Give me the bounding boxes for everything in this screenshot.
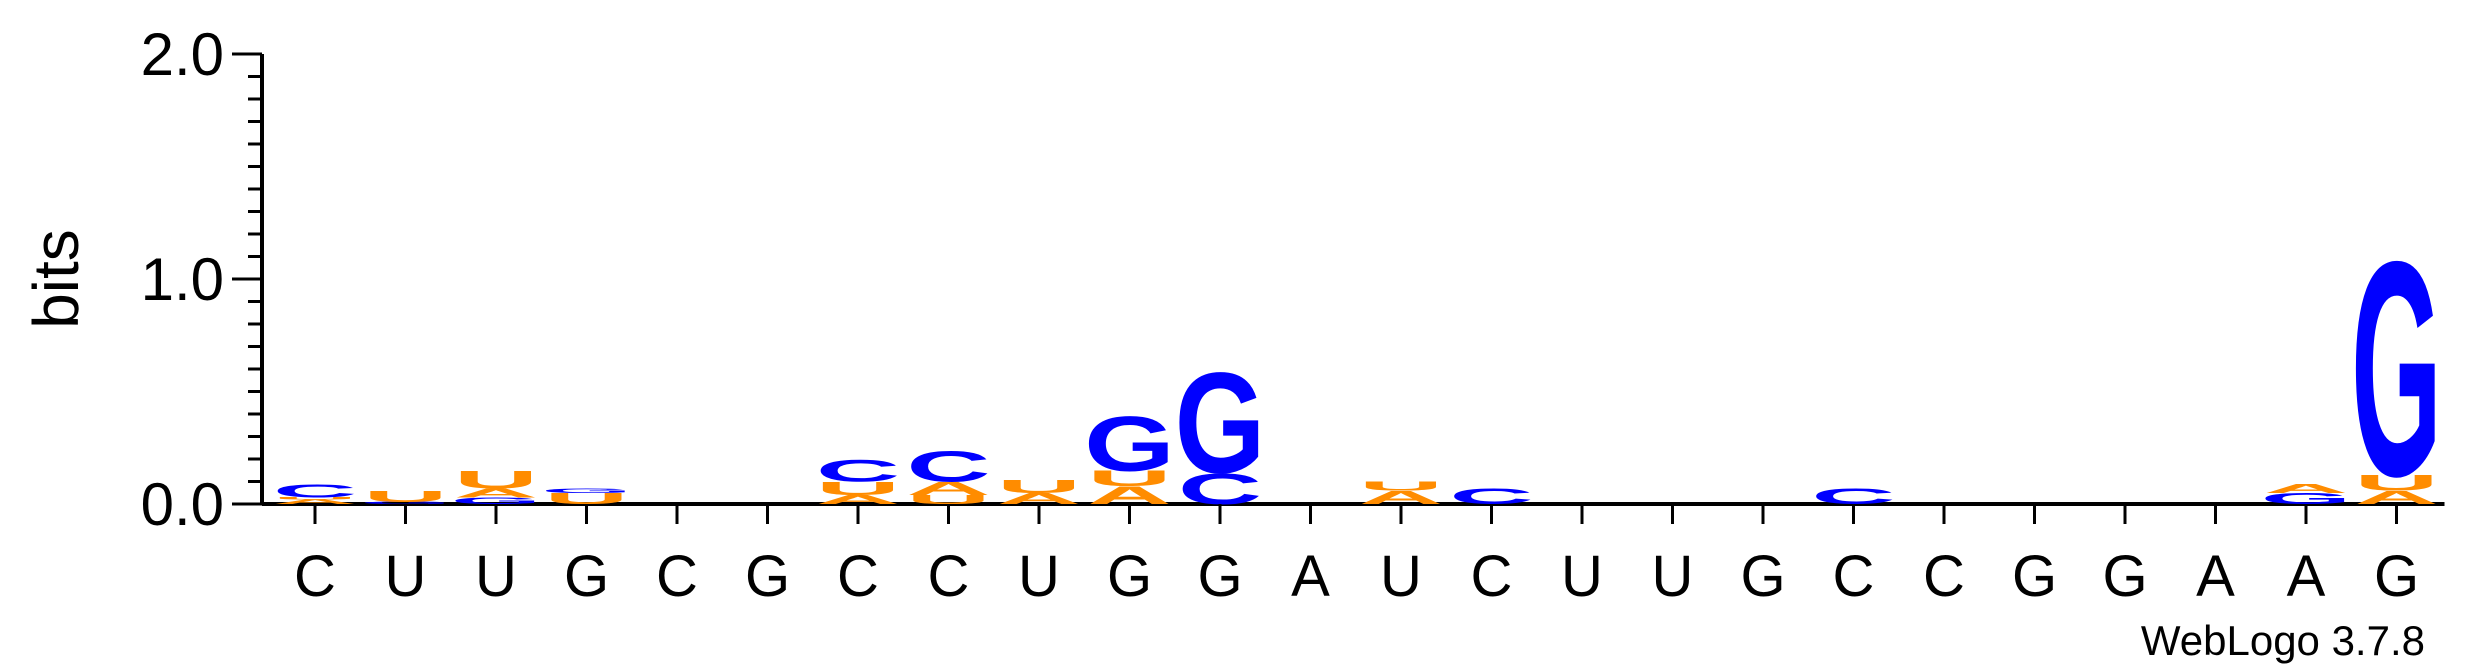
position-label: U — [385, 544, 427, 609]
position-label: G — [2012, 544, 2057, 609]
logo-letter: A — [816, 493, 900, 507]
logo-letter: U — [816, 478, 900, 499]
logo-letter: G — [1084, 400, 1175, 487]
position-label: G — [745, 544, 790, 609]
logo-letter: G — [1175, 342, 1266, 503]
position-label: U — [1561, 544, 1603, 609]
position-label: C — [294, 544, 336, 609]
position-label: G — [1107, 544, 1152, 609]
position-label: C — [656, 544, 698, 609]
position-label: C — [1471, 544, 1513, 609]
logo-letter: A — [454, 486, 538, 500]
weblogo-credit: WebLogo 3.7.8 — [2141, 617, 2425, 664]
logo-letter: U — [997, 476, 1081, 497]
logo-letter: A — [2264, 481, 2348, 495]
logo-letter: U — [906, 493, 990, 507]
logo-letter: G — [2261, 490, 2352, 507]
logo-letter: G — [360, 501, 451, 504]
logo-letter: G — [2351, 199, 2442, 541]
logo-letter: G — [541, 487, 632, 494]
position-label: A — [1291, 544, 1330, 609]
position-label: U — [1652, 544, 1694, 609]
logo-letter: U — [1359, 479, 1443, 493]
position-label: G — [2374, 544, 2419, 609]
logo-letter: U — [363, 488, 447, 505]
y-tick-label: 2.0 — [141, 21, 224, 88]
axes — [260, 54, 2445, 506]
position-label: C — [1833, 544, 1875, 609]
y-axis-title: bits — [20, 229, 92, 329]
position-label: G — [564, 544, 609, 609]
logo-letter: A — [273, 498, 357, 505]
position-label: C — [928, 544, 970, 609]
logo-letter: A — [2354, 487, 2438, 508]
logo-letter: A — [997, 490, 1081, 507]
y-ticks: 0.0 1.0 2.0 — [141, 21, 262, 538]
position-label: C — [1923, 544, 1965, 609]
position-label: G — [2102, 544, 2147, 609]
position-label: G — [1197, 544, 1242, 609]
logo-letter: U — [273, 497, 357, 500]
y-tick-label: 0.0 — [141, 471, 224, 538]
logo-letter: U — [2354, 471, 2438, 495]
position-label: G — [1740, 544, 1785, 609]
y-tick-label: 1.0 — [141, 246, 224, 313]
logo-letter: U — [544, 490, 628, 507]
logo-letter: C — [816, 454, 900, 489]
position-label: U — [1018, 544, 1060, 609]
logo-letter: C — [273, 480, 357, 501]
logo-letter: U — [454, 466, 538, 494]
position-label: A — [2196, 544, 2235, 609]
logo-letter: U — [1087, 466, 1171, 490]
position-label: C — [837, 544, 879, 609]
logo-letter: A — [1359, 487, 1443, 508]
position-label: U — [475, 544, 517, 609]
logo-letter: C — [906, 442, 990, 491]
position-label: A — [2287, 544, 2326, 609]
logo-letter: G — [451, 496, 542, 507]
position-label: U — [1380, 544, 1422, 609]
logo-letter: A — [906, 478, 990, 499]
